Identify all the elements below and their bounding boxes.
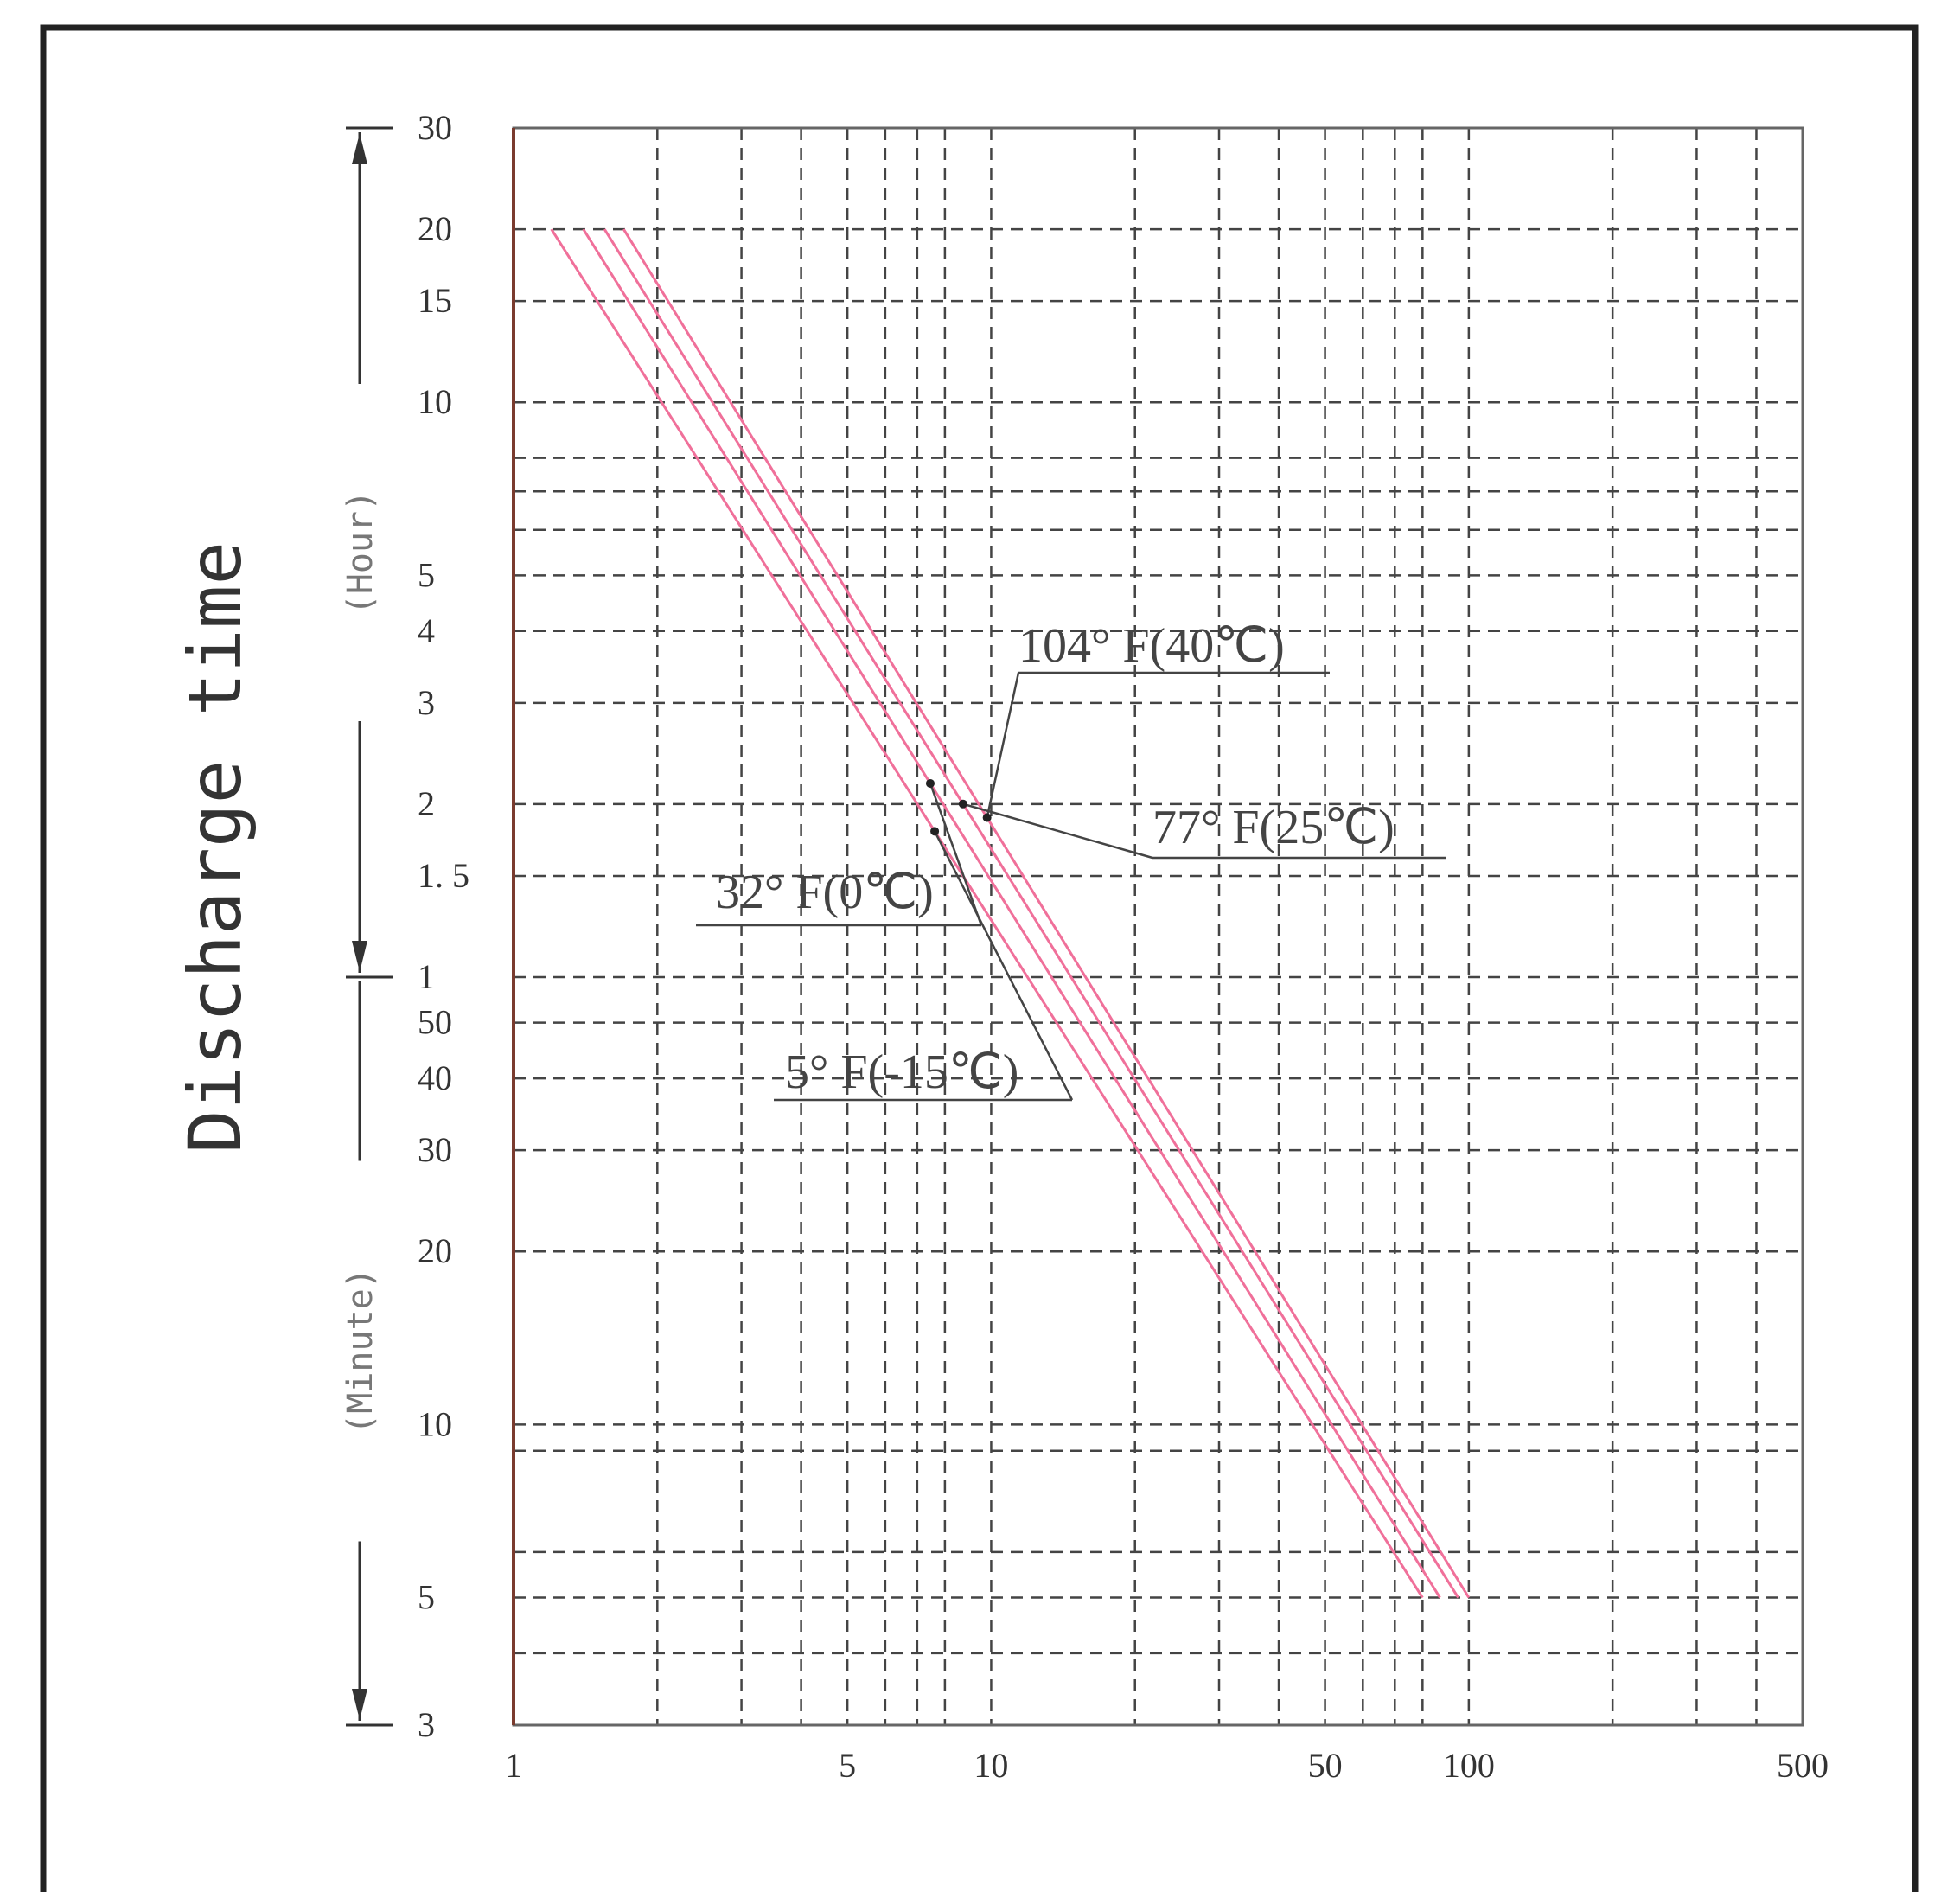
minute-unit-label: (Minute) bbox=[341, 1268, 380, 1435]
arrow-down-icon bbox=[352, 1689, 367, 1720]
y-tick-label: 3 bbox=[418, 1705, 435, 1744]
y-tick-label: 15 bbox=[418, 281, 452, 320]
series-annotation: 32° F(0℃) bbox=[716, 866, 934, 919]
y-tick-label: 30 bbox=[418, 108, 452, 147]
y-tick-label: 3 bbox=[418, 683, 435, 722]
y-tick-label: 20 bbox=[418, 1231, 452, 1270]
x-tick-label: 10 bbox=[974, 1746, 1008, 1785]
y-tick-label: 2 bbox=[418, 784, 435, 823]
series-annotation: 104° F(40℃) bbox=[1018, 619, 1285, 673]
y-tick-label: 5 bbox=[418, 1578, 435, 1617]
y-tick-label: 50 bbox=[418, 1003, 452, 1042]
annotation-leader bbox=[962, 802, 1153, 860]
annotation-pointer-icon bbox=[930, 827, 940, 836]
hour-unit-label: (Hour) bbox=[341, 490, 380, 616]
y-tick-label: 20 bbox=[418, 209, 452, 248]
x-tick-label: 500 bbox=[1777, 1746, 1829, 1785]
plot-frame bbox=[512, 126, 1804, 1727]
annotation-leader bbox=[929, 783, 983, 926]
arrow-up-icon bbox=[352, 133, 367, 164]
annotation-pointer-icon bbox=[925, 778, 935, 788]
series-annotation: 5° F(-15℃) bbox=[785, 1045, 1018, 1099]
y-tick-label: 10 bbox=[418, 382, 452, 421]
series-line bbox=[550, 228, 1424, 1599]
grid-layer bbox=[514, 126, 1804, 1725]
y-axis-label: Discharge time bbox=[173, 541, 258, 1154]
y-tick-label: 4 bbox=[418, 611, 435, 650]
annotation-leader bbox=[986, 672, 1020, 818]
outer-frame bbox=[40, 24, 1919, 1892]
annotation-pointer-icon bbox=[958, 799, 967, 809]
x-tick-label: 1 bbox=[505, 1746, 522, 1785]
arrow-down-icon bbox=[352, 941, 367, 973]
y-tick-label: 1 bbox=[418, 957, 435, 996]
series-line bbox=[622, 228, 1471, 1599]
x-tick-label: 100 bbox=[1443, 1746, 1495, 1785]
annotation-leader bbox=[933, 830, 1074, 1101]
x-tick-label: 5 bbox=[839, 1746, 856, 1785]
y-tick-label: 40 bbox=[418, 1058, 452, 1097]
series-layer bbox=[550, 228, 1471, 1599]
series-line bbox=[603, 228, 1459, 1599]
y-tick-label: 1. 5 bbox=[418, 856, 469, 895]
y-tick-label: 30 bbox=[418, 1130, 452, 1169]
series-annotation: 77° F(25℃) bbox=[1152, 801, 1395, 854]
y-tick-label: 5 bbox=[418, 555, 435, 594]
annotation-layer: 104° F(40℃) 77° F(25℃) 32° F(0℃) 5° F(-15℃) bbox=[696, 619, 1446, 1102]
series-line bbox=[582, 228, 1441, 1599]
y-tick-label: 10 bbox=[418, 1404, 452, 1443]
annotation-pointer-icon bbox=[982, 813, 992, 822]
x-tick-label: 50 bbox=[1308, 1746, 1343, 1785]
